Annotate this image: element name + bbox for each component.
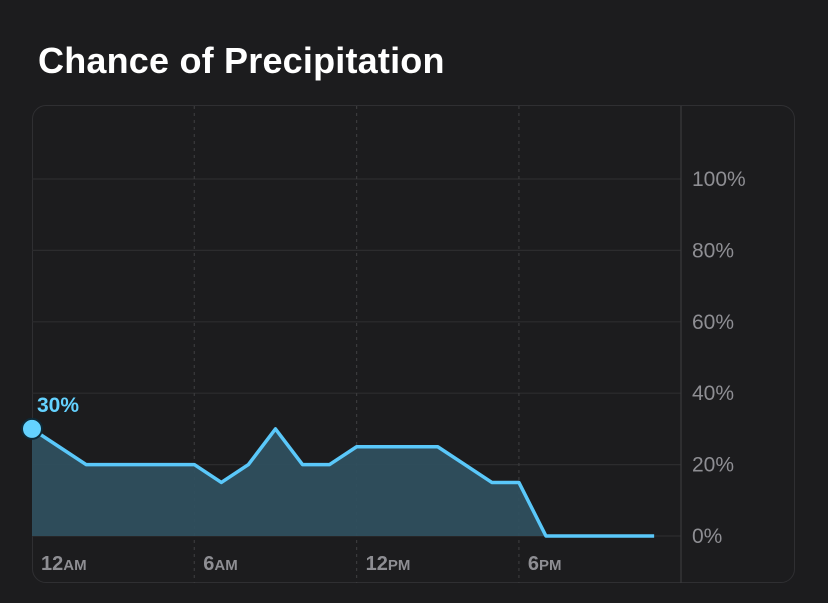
y-tick-label: 100%	[692, 168, 746, 191]
x-tick-label: 12AM	[41, 553, 87, 575]
y-tick-label: 40%	[692, 382, 734, 405]
chart-card	[32, 105, 795, 583]
label-layer: 0% 20% 40% 60% 80% 100% 12AM 6AM 12PM 6PM 30%	[37, 168, 746, 575]
highlight-point[interactable]	[21, 417, 43, 440]
y-tick-label: 60%	[692, 311, 734, 334]
y-tick-label: 20%	[692, 454, 734, 477]
series-area	[32, 428, 655, 536]
x-tick-label: 12PM	[366, 553, 411, 575]
line-layer	[21, 417, 655, 538]
series-line	[31, 427, 655, 538]
y-tick-label: 80%	[692, 239, 734, 262]
chart-title: Chance of Precipitation	[38, 40, 445, 81]
x-tick-label: 6PM	[528, 553, 562, 575]
highlight-value-label: 30%	[37, 394, 79, 417]
y-tick-label: 0%	[692, 525, 722, 548]
area-layer	[32, 428, 655, 536]
x-tick-label: 6AM	[203, 553, 237, 575]
